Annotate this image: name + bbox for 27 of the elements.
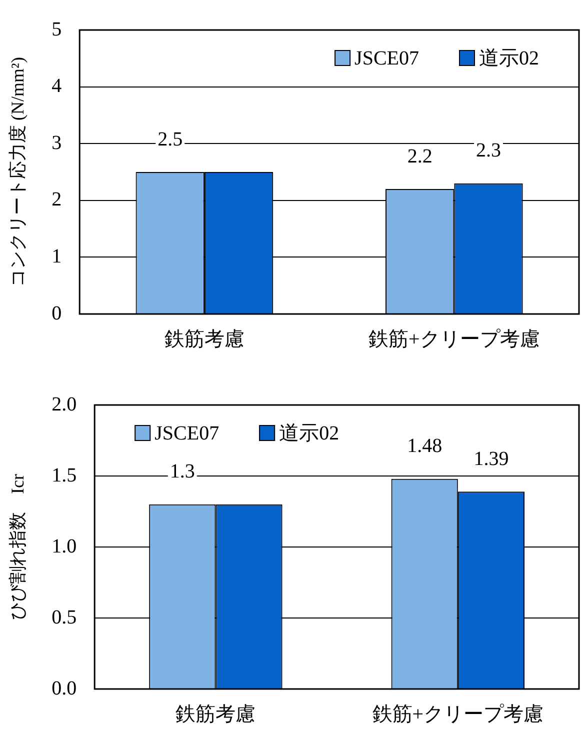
y-axis-title: コンクリート応力度 (N/mm²): [8, 57, 28, 287]
data-label: 2.3: [476, 140, 501, 162]
y-tick-label: 0.0: [52, 677, 77, 700]
legend-label: JSCE07: [354, 47, 420, 70]
y-tick-label: 0.5: [52, 606, 77, 628]
data-label: 2.2: [407, 145, 432, 168]
y-tick-label: 3: [52, 132, 62, 154]
y-tick-label: 4: [52, 75, 62, 98]
data-label: 1.3: [170, 460, 195, 483]
data-label: 1.48: [407, 435, 442, 458]
y-tick-label: 2.0: [52, 393, 77, 416]
data-label: 2.5: [158, 128, 183, 150]
x-tick-label: 鉄筋考慮: [164, 328, 244, 350]
y-tick-label: 1.0: [52, 535, 77, 558]
x-tick-label: 鉄筋+クリープ考慮: [368, 328, 540, 350]
y-tick-label: 2: [52, 188, 62, 211]
y-tick-label: 1: [52, 245, 62, 268]
x-tick-label: 鉄筋考慮: [176, 703, 256, 726]
y-tick-label: 0: [52, 302, 62, 324]
y-tick-label: 5: [52, 18, 62, 40]
legend-label: 道示02: [479, 47, 539, 70]
data-label: 1.39: [474, 448, 509, 470]
y-axis-title: ひび割れ指数 Icr: [8, 474, 28, 620]
legend-label: 道示02: [279, 422, 340, 444]
legend-label: JSCE07: [154, 422, 220, 444]
y-tick-label: 1.5: [52, 464, 77, 486]
x-tick-label: 鉄筋+クリープ考慮: [372, 703, 544, 726]
